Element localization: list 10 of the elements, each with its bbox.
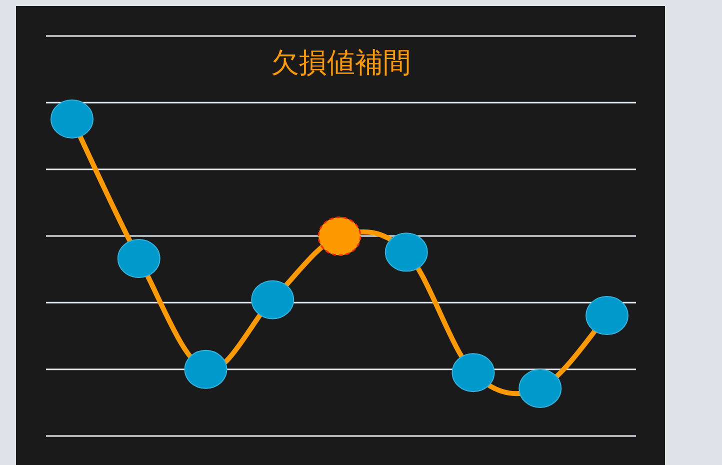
point — [318, 216, 362, 256]
point — [50, 100, 94, 138]
point — [251, 280, 294, 320]
point — [518, 368, 562, 408]
chart-title: 欠損値補間 — [271, 46, 411, 79]
point — [586, 296, 628, 336]
point — [117, 238, 160, 278]
point — [452, 353, 495, 392]
point — [384, 232, 428, 272]
point — [184, 350, 228, 389]
